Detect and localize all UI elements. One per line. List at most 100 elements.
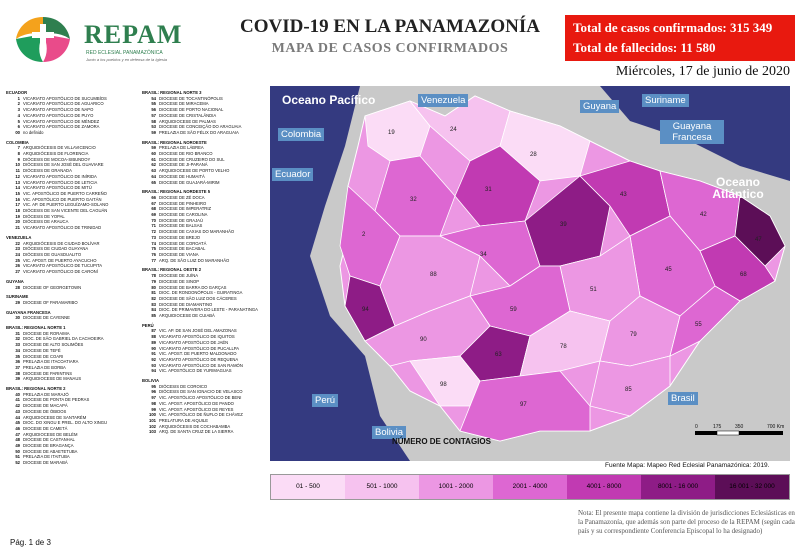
legend-group-title: BRASIL: REGIONAL NORDESTE 5 <box>142 189 211 195</box>
jurisdiction-number: 14 <box>15 185 20 191</box>
jurisdiction-name: VIC. AP. DE SAN JOSÉ DEL AMAZONAS <box>159 328 237 334</box>
jurisdiction-name: VICARIATO APOSTÓLICO DE SAN RAMÓN <box>159 362 243 368</box>
legend-jurisdiction-item: 83 DIOCESE DE DIAMANTINO <box>142 302 270 308</box>
jurisdiction-name: no definido <box>23 129 44 135</box>
jurisdiction-number: 37 <box>15 364 20 370</box>
jurisdiction-number: 45 <box>15 420 20 426</box>
jurisdiction-name: DIOCESE DE GRAJAÚ <box>159 217 203 223</box>
jurisdiction-number: 83 <box>151 301 156 307</box>
legend-jurisdiction-item: 23 DIÓCESIS DE CIUDAD GUAYANA <box>6 246 141 252</box>
legend-jurisdiction-item: 40 PRELAZIA DE MARAJÓ <box>6 392 141 398</box>
footnote: Nota: El presente mapa contiene la divis… <box>578 509 795 535</box>
legend-jurisdiction-item: 1 VICARIATO APOSTÓLICO DE SUCUMBÍOS <box>6 96 141 102</box>
jurisdiction-name: DIOC. DE SÃO GABRIEL DA CACHOEIRA <box>23 336 104 342</box>
jurisdiction-number: 87 <box>151 328 156 334</box>
jurisdiction-number: 4 <box>17 112 20 118</box>
scale-tick-350: 350 <box>735 424 744 430</box>
svg-text:94: 94 <box>362 307 369 313</box>
jurisdiction-number: 73 <box>151 234 156 240</box>
jurisdiction-name: DIOCESE DE CASTANHAL <box>23 437 75 443</box>
legend-jurisdiction-item: 20 DIÓCESIS DE ARAUCA <box>6 219 141 225</box>
ocean-label-pacific: Oceano Pacífico <box>282 93 376 107</box>
legend-jurisdiction-item: 47 ARQUIDIOCESE DE BELÉM <box>6 432 141 438</box>
jurisdiction-number: 91 <box>151 351 156 357</box>
jurisdiction-number: 17 <box>15 202 20 208</box>
contagion-bin: 1001 - 2000 <box>419 475 493 499</box>
jurisdiction-name: VICARIATO APOSTÓLICO DE NAPO <box>23 107 94 113</box>
jurisdiction-name: ARQ. DE SANTA CRUZ DE LA SIERRA <box>159 429 234 435</box>
svg-text:55: 55 <box>695 322 702 328</box>
legend-jurisdiction-item: 46 DIOCESE DE CAMETÁ <box>6 426 141 432</box>
jurisdiction-number: 49 <box>15 443 20 449</box>
contagion-legend-title: NÚMERO DE CONTAGIOS <box>392 437 491 446</box>
legend-group-title: BRASIL: REGIONAL NORTE 3 <box>142 90 202 95</box>
legend-jurisdiction-item: 34 DIOCESE DE TEFÉ <box>6 348 141 354</box>
legend-jurisdiction-item: 57 DIOCESE DE CRISTALÂNDIA <box>142 113 270 119</box>
jurisdiction-name: PRELAZIA DE LÁBREA <box>159 145 204 151</box>
jurisdiction-number: 89 <box>151 339 156 345</box>
jurisdiction-number: 75 <box>151 246 156 252</box>
legend-group-title: ECUADOR <box>6 90 28 95</box>
jurisdiction-number: 9 <box>17 156 20 162</box>
jurisdiction-number: 53 <box>151 124 156 130</box>
jurisdiction-name: ARQUIDIOCESE DE CUIABÁ <box>159 313 215 319</box>
jurisdiction-name: VICARIATO APOSTÓLICO DE REQUENA <box>159 356 239 362</box>
jurisdiction-number: 95 <box>151 383 156 389</box>
svg-text:34: 34 <box>480 252 487 258</box>
jurisdiction-name: ARQUIDIOCESE DE PORTO VELHO <box>159 168 230 174</box>
jurisdiction-name: VIC. AP. DE PUERTO LEGUÍZAMO-SOLANO <box>23 202 109 208</box>
legend-group-title: VENEZUELA <box>6 234 32 240</box>
jurisdiction-number: 98 <box>151 400 156 406</box>
svg-text:31: 31 <box>485 187 492 193</box>
legend-jurisdiction-item: 80 DIOCESE DE BARRA DO GARÇAS <box>142 285 270 291</box>
jurisdiction-name: DIOCESE DE BALSAS <box>159 223 203 229</box>
region-beni <box>459 370 591 442</box>
jurisdiction-number: 72 <box>151 229 156 235</box>
jurisdiction-name: DIOCESE DE BRAGANÇA <box>23 443 74 449</box>
jurisdiction-name: DIÓCESIS DE SAN JOSÉ DEL GUAVIARE <box>23 162 104 168</box>
jurisdiction-number: 18 <box>15 208 20 214</box>
jurisdiction-number: 3 <box>17 107 20 113</box>
country-label-ecuador: Ecuador <box>272 168 314 181</box>
legend-jurisdiction-item: 79 DIOCESE DE SINOP <box>142 279 270 285</box>
legend-jurisdiction-item: 49 DIOCESE DE BRAGANÇA <box>6 443 141 449</box>
map-svg: 19 24 28 31 32 2 94 88 34 39 43 42 47 68 45 51 5… <box>270 86 790 461</box>
svg-text:63: 63 <box>495 352 502 358</box>
legend-jurisdiction-item: 35 DIOCESE DE COARI <box>6 354 141 360</box>
svg-text:68: 68 <box>740 272 747 278</box>
jurisdiction-name: DIOCESE DE CAYENNE <box>23 315 70 321</box>
jurisdiction-name: VICARIATO APOSTÓLICO DE MITÚ <box>23 185 92 191</box>
jurisdiction-number: 68 <box>151 206 156 212</box>
legend-jurisdiction-item: 37 PRELAZIA DE BORBA <box>6 365 141 371</box>
legend-group-title: BRASIL: REGIONAL NOROESTE <box>142 139 207 145</box>
svg-text:98: 98 <box>440 382 447 388</box>
jurisdiction-name: ARQUIDIÓCESIS DE COCHABAMBA <box>159 423 231 429</box>
jurisdiction-name: ARQUIDIÓCESIS DE FLORENCIA <box>23 151 89 157</box>
jurisdiction-name: DIOC. DO XINGU E PREL. DO ALTO XINGU <box>23 420 108 426</box>
jurisdiction-name: DIOCESE DE PINHEIRO <box>159 200 207 206</box>
legend-group-title: GUAYANA FRANCESA <box>6 309 51 315</box>
legend-jurisdiction-item: 99 VIC. APOST. APOSTÓLICO DE REYES <box>142 407 270 413</box>
jurisdiction-name: DIOCESE DE TOCANTINÓPOLIS <box>159 95 223 101</box>
jurisdiction-name: DIOCESE DE GUAJARÁ-MIRIM <box>159 179 220 185</box>
jurisdiction-number: 61 <box>151 156 156 162</box>
jurisdiction-number: 67 <box>151 200 156 206</box>
brand-name: REPAM <box>84 20 183 49</box>
jurisdiction-number: 21 <box>15 225 20 231</box>
jurisdiction-name: DIOCESE DE SÃO LUIZ DOS CÁCERES <box>159 295 237 301</box>
legend-jurisdiction-item: 54 DIOCESE DE TOCANTINÓPOLIS <box>142 96 270 102</box>
jurisdiction-name: DIOCESE DE DIAMANTINO <box>159 301 213 307</box>
jurisdiction-number: 38 <box>15 370 20 376</box>
legend-jurisdiction-item: 77 ARQ. DE SÃO LUIZ DO MARANHÃO <box>142 258 270 264</box>
scale-tick-175: 175 <box>713 424 722 430</box>
svg-text:43: 43 <box>620 192 627 198</box>
jurisdiction-name: VICARIATO APOSTÓLICO DE MÉNDEZ <box>23 118 100 124</box>
legend-jurisdiction-item: 7 ARQUIDIÓCESIS DE VILLAVICENCIO <box>6 145 141 151</box>
jurisdiction-number: 28 <box>15 284 20 290</box>
jurisdiction-number: 54 <box>151 95 156 101</box>
jurisdiction-number: 19 <box>15 213 20 219</box>
scale-tick-0: 0 <box>695 424 698 430</box>
jurisdiction-name: PRELAZIA DE MARAJÓ <box>23 391 69 397</box>
jurisdiction-number: 30 <box>15 315 20 321</box>
jurisdiction-number: 88 <box>151 334 156 340</box>
